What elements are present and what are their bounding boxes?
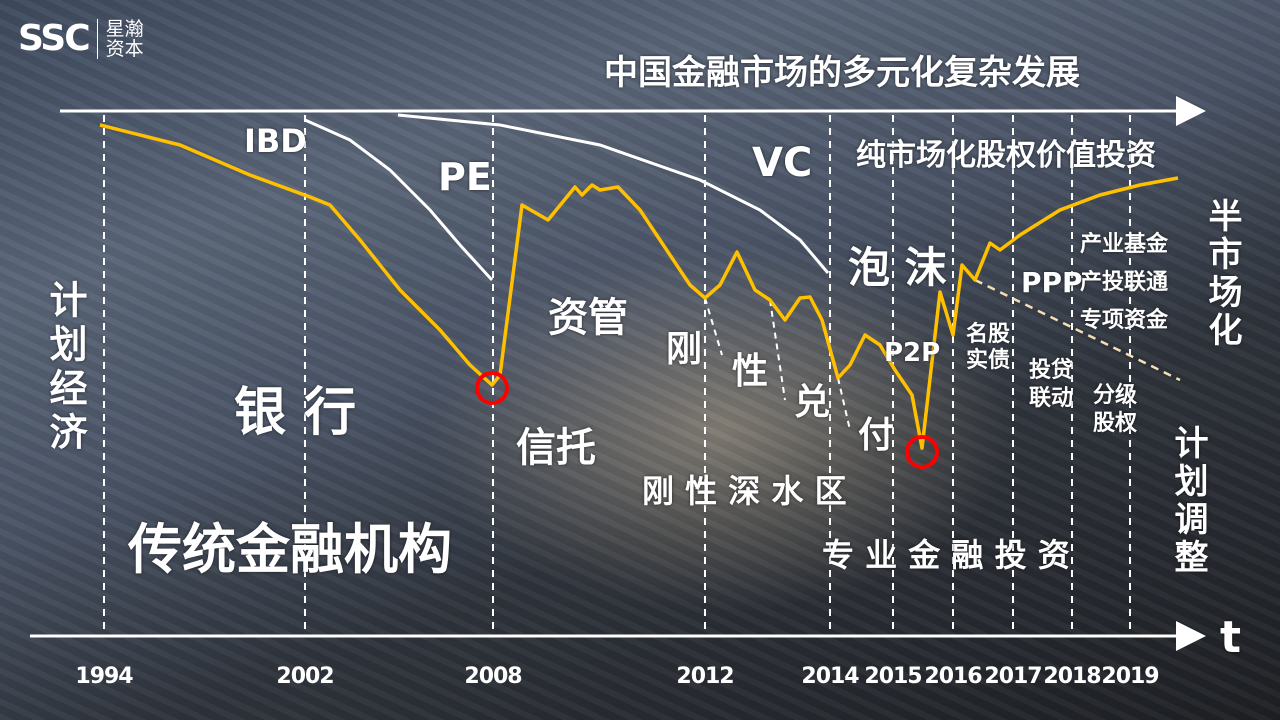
label-professional-investment: 专 业 金 融 投 资 (822, 536, 1070, 574)
year-label: 2014 (801, 664, 859, 689)
market-curve (99, 123, 1179, 450)
label-vc: VC (752, 140, 813, 186)
year-label: 2015 (864, 664, 922, 689)
label-industry-investment: 产投联通 (1080, 270, 1169, 295)
label-plan-adjustment: 计划调整 (1168, 425, 1208, 577)
label-ibd: IBD (244, 122, 307, 160)
year-label: 2016 (924, 664, 982, 689)
label-pe: PE (438, 155, 492, 199)
year-label: 2002 (276, 664, 334, 689)
label-bank: 银 行 (234, 383, 357, 443)
logo: SSC 星瀚资本 (18, 18, 150, 59)
label-mingu-shizhai: 名股 实债 (966, 322, 1011, 373)
label-ppp: PPP (1021, 266, 1083, 299)
year-label: 1994 (75, 664, 133, 689)
rigid-payment-dashes (704, 297, 851, 431)
label-rigid-3: 兑 (794, 382, 831, 423)
label-investment-loan-linkage: 投贷 联动 (1029, 358, 1074, 411)
low-point-marker-2008 (475, 371, 509, 405)
year-dividers (103, 115, 1131, 636)
year-label: 2017 (984, 664, 1042, 689)
label-industry-fund-list: 产业基金 产投联通 专项资金 (1080, 226, 1168, 340)
low-point-marker-2015 (905, 435, 939, 469)
label-asset-management: 资管 (548, 295, 628, 341)
label-rigid-zone: 刚 性 深 水 区 (642, 472, 847, 510)
label-rigid-2: 性 (732, 351, 769, 392)
label-semi-market: 半市场化 (1202, 198, 1242, 350)
pe-vc-curve (397, 113, 830, 274)
year-label: 2012 (676, 664, 734, 689)
label-trust: 信托 (516, 425, 596, 471)
year-label: 2008 (464, 664, 522, 689)
label-rigid-1: 刚 (666, 329, 703, 370)
label-bubble: 泡 沫 (848, 243, 947, 292)
year-label: 2018 (1043, 664, 1101, 689)
logo-divider (96, 18, 98, 59)
logo-name: 星瀚资本 (105, 17, 144, 60)
page-title: 中国金融市场的多元化复杂发展 (604, 53, 1080, 93)
label-pure-market: 纯市场化股权价值投资 (856, 138, 1156, 173)
label-p2p: P2P (884, 338, 941, 368)
label-industry-fund: 产业基金 (1080, 232, 1169, 257)
label-rigid-4: 付 (858, 415, 895, 456)
year-label: 2019 (1101, 664, 1159, 689)
time-axis-label: t (1220, 612, 1242, 663)
label-planned-economy: 计划经济 (43, 280, 87, 456)
ibd-curve (304, 118, 494, 282)
plan-adjust-trend (974, 278, 1181, 382)
label-traditional-institutions: 传统金融机构 (128, 518, 452, 581)
logo-mark: SSC (18, 18, 91, 59)
label-special-fund: 专项资金 (1080, 308, 1169, 333)
label-tiered-equity: 分级 股权 (1093, 383, 1138, 436)
